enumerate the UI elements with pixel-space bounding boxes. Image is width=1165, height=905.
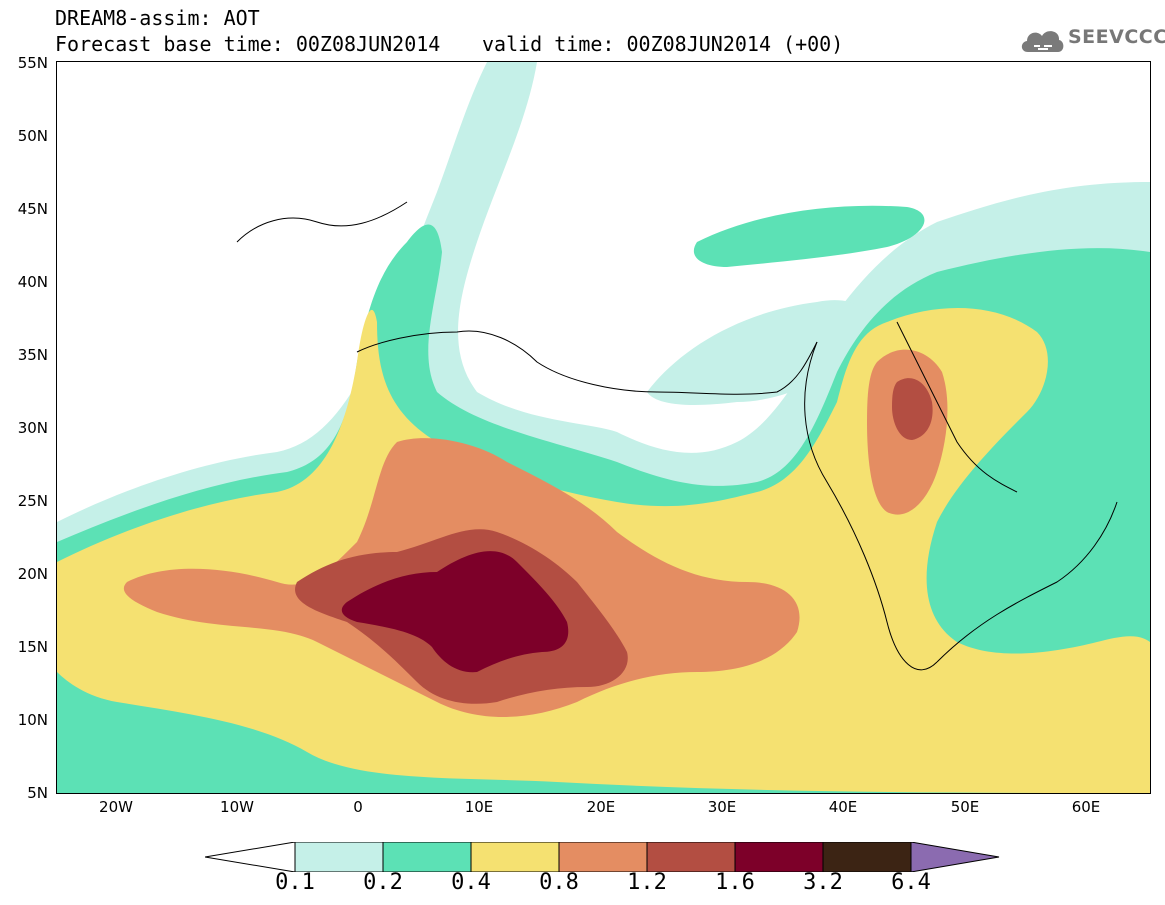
aot-map bbox=[56, 61, 1151, 794]
lon-label-10e: 10E bbox=[464, 798, 494, 816]
colorbar-segment-5 bbox=[646, 842, 736, 872]
lat-label-5n: 5N bbox=[27, 784, 48, 802]
lat-label-40n: 40N bbox=[17, 273, 48, 291]
colorbar-label-0.4: 0.4 bbox=[451, 870, 491, 895]
logo-text: SEEVCCC bbox=[1068, 26, 1165, 48]
aot-band-0.1-med bbox=[647, 300, 870, 405]
colorbar bbox=[205, 842, 1000, 872]
coastlines bbox=[236, 201, 1118, 671]
lon-label-50e: 50E bbox=[950, 798, 980, 816]
valid-time: valid time: 00Z08JUN2014 (+00) bbox=[482, 32, 844, 56]
lat-label-15n: 15N bbox=[17, 638, 48, 656]
aot-band-1.2-iraq bbox=[892, 378, 933, 440]
aot-band-0.2-blacksea bbox=[693, 205, 925, 267]
lon-label-30e: 30E bbox=[707, 798, 737, 816]
lon-label-10w: 10W bbox=[220, 798, 254, 816]
lat-label-50n: 50N bbox=[17, 127, 48, 145]
aot-band-1.6 bbox=[341, 551, 569, 673]
lat-label-45n: 45N bbox=[17, 200, 48, 218]
colorbar-label-6.4: 6.4 bbox=[891, 870, 931, 895]
lat-label-25n: 25N bbox=[17, 492, 48, 510]
lat-label-10n: 10N bbox=[17, 711, 48, 729]
map-title: DREAM8-assim: AOT bbox=[55, 6, 260, 30]
lon-label-60e: 60E bbox=[1071, 798, 1101, 816]
colorbar-segment-7 bbox=[822, 842, 912, 872]
colorbar-label-1.2: 1.2 bbox=[627, 870, 667, 895]
lon-label-40e: 40E bbox=[828, 798, 858, 816]
forecast-base-time: Forecast base time: 00Z08JUN2014 bbox=[55, 32, 441, 56]
colorbar-segment-below bbox=[205, 842, 296, 872]
colorbar-segment-3 bbox=[470, 842, 560, 872]
lon-label-20w: 20W bbox=[99, 798, 133, 816]
colorbar-segment-1 bbox=[294, 842, 384, 872]
cloud-icon bbox=[1021, 31, 1064, 52]
colorbar-label-3.2: 3.2 bbox=[803, 870, 843, 895]
aot-field bbox=[57, 62, 1150, 793]
colorbar-segment-above bbox=[910, 842, 1000, 872]
colorbar-segment-6 bbox=[734, 842, 824, 872]
lon-label-20e: 20E bbox=[586, 798, 616, 816]
colorbar-label-0.1: 0.1 bbox=[275, 870, 315, 895]
colorbar-label-0.2: 0.2 bbox=[363, 870, 403, 895]
lon-label-0: 0 bbox=[353, 798, 363, 816]
lat-label-35n: 35N bbox=[17, 346, 48, 364]
colorbar-label-0.8: 0.8 bbox=[539, 870, 579, 895]
lat-label-20n: 20N bbox=[17, 565, 48, 583]
colorbar-label-1.6: 1.6 bbox=[715, 870, 755, 895]
colorbar-segment-2 bbox=[382, 842, 472, 872]
lat-label-30n: 30N bbox=[17, 419, 48, 437]
seevccc-logo: SEEVCCC bbox=[1018, 22, 1165, 58]
lat-label-55n: 55N bbox=[17, 54, 48, 72]
colorbar-segment-4 bbox=[558, 842, 648, 872]
